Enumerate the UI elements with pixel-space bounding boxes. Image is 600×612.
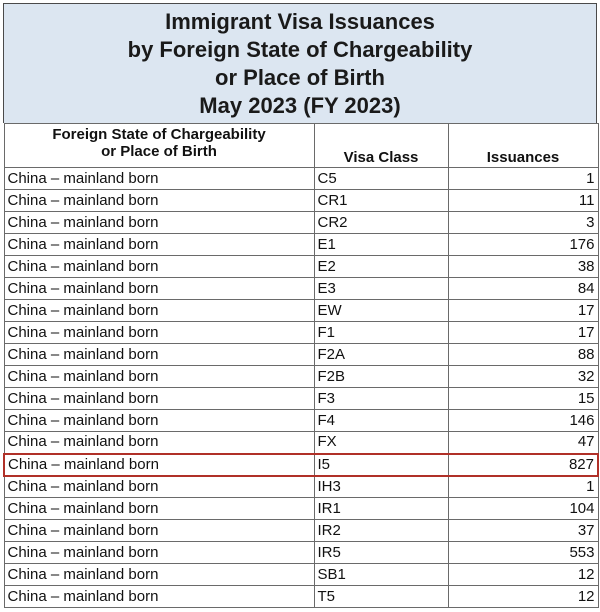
- table-row: China – mainland born E1 176: [3, 233, 599, 256]
- cell-visa-class: I5: [313, 452, 449, 477]
- column-header-issuances: Issuances: [447, 123, 599, 168]
- cell-visa-class: EW: [313, 299, 449, 322]
- cell-issuances: 3: [447, 211, 599, 234]
- cell-issuances: 32: [447, 365, 599, 388]
- cell-visa-class: E1: [313, 233, 449, 256]
- cell-visa-class: F3: [313, 387, 449, 410]
- cell-issuances: 47: [447, 431, 599, 454]
- cell-issuances: 17: [447, 299, 599, 322]
- cell-issuances: 827: [447, 452, 599, 477]
- cell-issuances: 12: [447, 563, 599, 586]
- cell-state: China – mainland born: [3, 409, 315, 432]
- table-row: China – mainland born FX 47: [3, 431, 599, 454]
- cell-state: China – mainland born: [3, 211, 315, 234]
- table-row: China – mainland born F2B 32: [3, 365, 599, 388]
- cell-state: China – mainland born: [3, 233, 315, 256]
- cell-visa-class: IR2: [313, 519, 449, 542]
- cell-issuances: 88: [447, 343, 599, 366]
- table-row: China – mainland born CR2 3: [3, 211, 599, 234]
- visa-issuance-sheet: Immigrant Visa Issuances by Foreign Stat…: [3, 3, 599, 608]
- table-row: China – mainland born EW 17: [3, 299, 599, 322]
- cell-visa-class: F1: [313, 321, 449, 344]
- column-header-state-line-2: or Place of Birth: [101, 143, 217, 160]
- cell-visa-class: T5: [313, 585, 449, 608]
- table-row: China – mainland born E3 84: [3, 277, 599, 300]
- table-row: China – mainland born IR1 104: [3, 497, 599, 520]
- table-header-row: Foreign State of Chargeability or Place …: [3, 123, 599, 168]
- cell-visa-class: CR1: [313, 189, 449, 212]
- cell-state: China – mainland born: [3, 321, 315, 344]
- cell-state: China – mainland born: [3, 541, 315, 564]
- table-row: China – mainland born SB1 12: [3, 563, 599, 586]
- table-row: China – mainland born IH3 1: [3, 475, 599, 498]
- table-row: China – mainland born F3 15: [3, 387, 599, 410]
- cell-issuances: 104: [447, 497, 599, 520]
- cell-state: China – mainland born: [3, 585, 315, 608]
- cell-state: China – mainland born: [3, 452, 315, 477]
- cell-state: China – mainland born: [3, 519, 315, 542]
- column-header-visa-class: Visa Class: [313, 123, 449, 168]
- cell-visa-class: E3: [313, 277, 449, 300]
- cell-state: China – mainland born: [3, 189, 315, 212]
- cell-state: China – mainland born: [3, 563, 315, 586]
- cell-issuances: 12: [447, 585, 599, 608]
- cell-state: China – mainland born: [3, 387, 315, 410]
- cell-issuances: 38: [447, 255, 599, 278]
- cell-issuances: 176: [447, 233, 599, 256]
- table-row: China – mainland born F1 17: [3, 321, 599, 344]
- cell-issuances: 17: [447, 321, 599, 344]
- cell-state: China – mainland born: [3, 365, 315, 388]
- table-row: China – mainland born CR1 11: [3, 189, 599, 212]
- cell-issuances: 84: [447, 277, 599, 300]
- column-header-state: Foreign State of Chargeability or Place …: [3, 123, 315, 168]
- table-row: China – mainland born IR5 553: [3, 541, 599, 564]
- cell-visa-class: IR1: [313, 497, 449, 520]
- title-line-1: Immigrant Visa Issuances: [165, 9, 435, 34]
- cell-visa-class: SB1: [313, 563, 449, 586]
- cell-visa-class: CR2: [313, 211, 449, 234]
- cell-state: China – mainland born: [3, 299, 315, 322]
- cell-issuances: 1: [447, 475, 599, 498]
- table-row: China – mainland born C5 1: [3, 167, 599, 190]
- column-header-state-line-1: Foreign State of Chargeability: [52, 126, 266, 143]
- table-row: China – mainland born IR2 37: [3, 519, 599, 542]
- table-row: China – mainland born F4 146: [3, 409, 599, 432]
- cell-state: China – mainland born: [3, 475, 315, 498]
- report-title: Immigrant Visa Issuances by Foreign Stat…: [3, 3, 597, 123]
- cell-state: China – mainland born: [3, 431, 315, 454]
- cell-issuances: 15: [447, 387, 599, 410]
- cell-issuances: 11: [447, 189, 599, 212]
- cell-state: China – mainland born: [3, 277, 315, 300]
- cell-issuances: 553: [447, 541, 599, 564]
- cell-visa-class: F2A: [313, 343, 449, 366]
- cell-state: China – mainland born: [3, 343, 315, 366]
- table-row: China – mainland born T5 12: [3, 585, 599, 608]
- cell-visa-class: F4: [313, 409, 449, 432]
- table-row: China – mainland born E2 38: [3, 255, 599, 278]
- cell-visa-class: C5: [313, 167, 449, 190]
- cell-visa-class: IH3: [313, 475, 449, 498]
- title-line-2: by Foreign State of Chargeability: [127, 37, 473, 62]
- table-row-highlighted: China – mainland born I5 827: [3, 452, 599, 477]
- cell-visa-class: FX: [313, 431, 449, 454]
- cell-visa-class: E2: [313, 255, 449, 278]
- cell-issuances: 146: [447, 409, 599, 432]
- cell-visa-class: F2B: [313, 365, 449, 388]
- title-line-4: May 2023 (FY 2023): [199, 93, 401, 118]
- issuance-table: Foreign State of Chargeability or Place …: [3, 123, 599, 608]
- title-line-3: or Place of Birth: [215, 65, 385, 90]
- cell-state: China – mainland born: [3, 167, 315, 190]
- cell-state: China – mainland born: [3, 255, 315, 278]
- cell-issuances: 1: [447, 167, 599, 190]
- table-row: China – mainland born F2A 88: [3, 343, 599, 366]
- cell-issuances: 37: [447, 519, 599, 542]
- cell-visa-class: IR5: [313, 541, 449, 564]
- cell-state: China – mainland born: [3, 497, 315, 520]
